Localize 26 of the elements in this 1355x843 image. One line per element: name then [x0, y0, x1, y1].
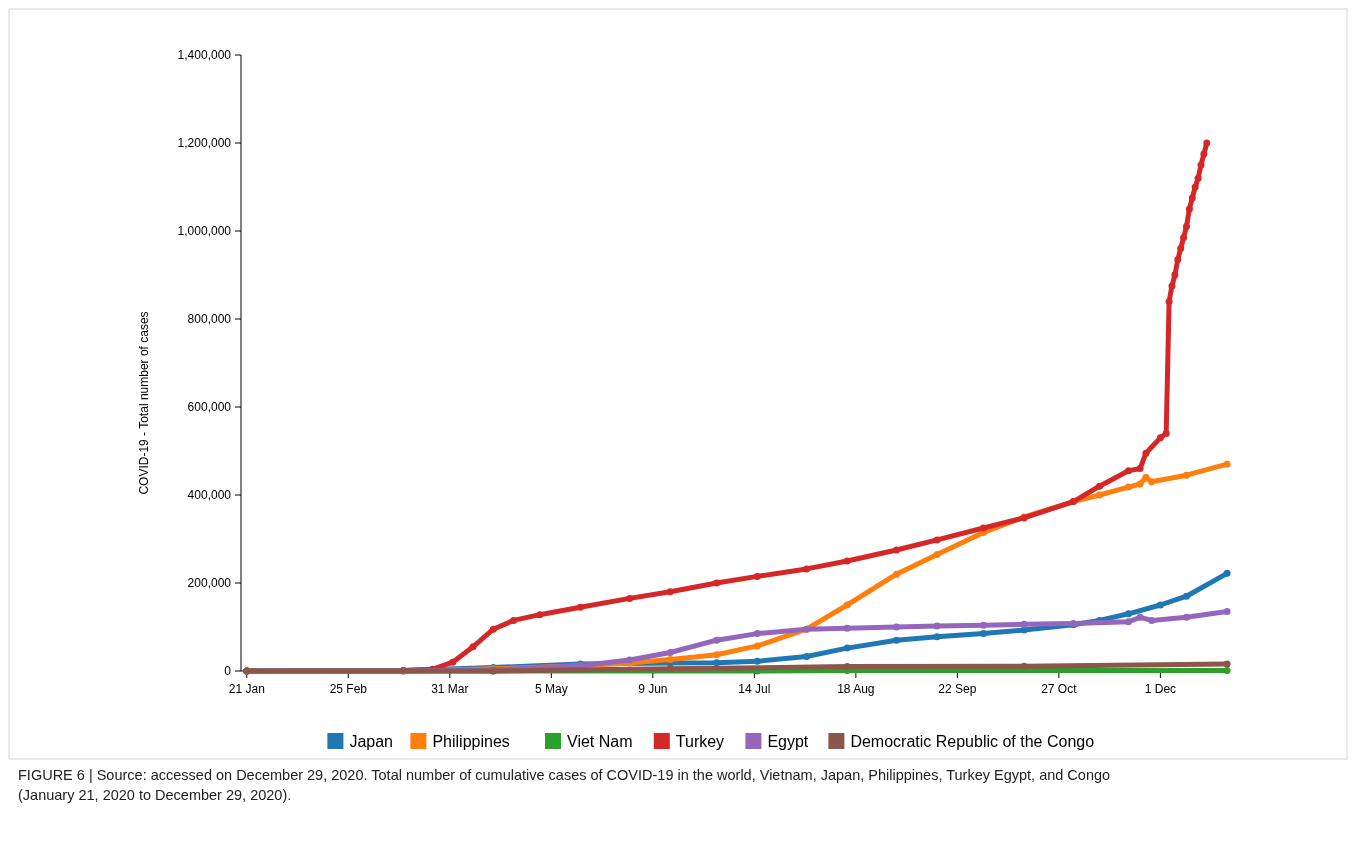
- x-tick-label: 31 Mar: [431, 682, 469, 696]
- legend-label: Democratic Republic of the Congo: [850, 732, 1095, 750]
- x-tick-label: 27 Oct: [1041, 682, 1078, 696]
- y-tick-label: 400,000: [187, 488, 232, 503]
- legend-label: Japan: [349, 732, 393, 750]
- x-tick-label: 25 Feb: [329, 682, 368, 696]
- legend-label: Viet Nam: [567, 732, 633, 750]
- legend-label: Philippines: [432, 732, 510, 750]
- y-tick-label: 1,400,000: [177, 48, 232, 63]
- y-tick-label: 800,000: [187, 312, 232, 327]
- y-tick-label: 0: [224, 664, 232, 679]
- x-tick-label: 21 Jan: [228, 682, 265, 696]
- x-tick-label: 22 Sep: [938, 682, 977, 696]
- legend-label: Turkey: [675, 732, 725, 750]
- y-tick-label: 200,000: [187, 576, 232, 591]
- x-tick-label: 14 Jul: [738, 682, 771, 696]
- y-tick-label: 1,000,000: [177, 224, 232, 239]
- x-tick-label: 5 May: [534, 682, 568, 696]
- y-axis-title: COVID-19 - Total number of cases: [137, 311, 151, 495]
- y-tick-label: 1,200,000: [177, 136, 232, 151]
- y-tick-label: 600,000: [187, 400, 232, 415]
- x-tick-label: 9 Jun: [638, 682, 668, 696]
- x-tick-label: 1 Dec: [1144, 682, 1177, 696]
- caption: FIGURE 6 | Source: accessed on December 29, 2020. Total number of cumulative cases of COVID-19 in the world, Vietnam, Japan, Philippines, Turkey Egypt, and Congo (January 21, 2020 to December 29, 2020).: [18, 767, 1111, 803]
- x-tick-label: 18 Aug: [837, 682, 875, 696]
- legend-label: Egypt: [767, 732, 809, 750]
